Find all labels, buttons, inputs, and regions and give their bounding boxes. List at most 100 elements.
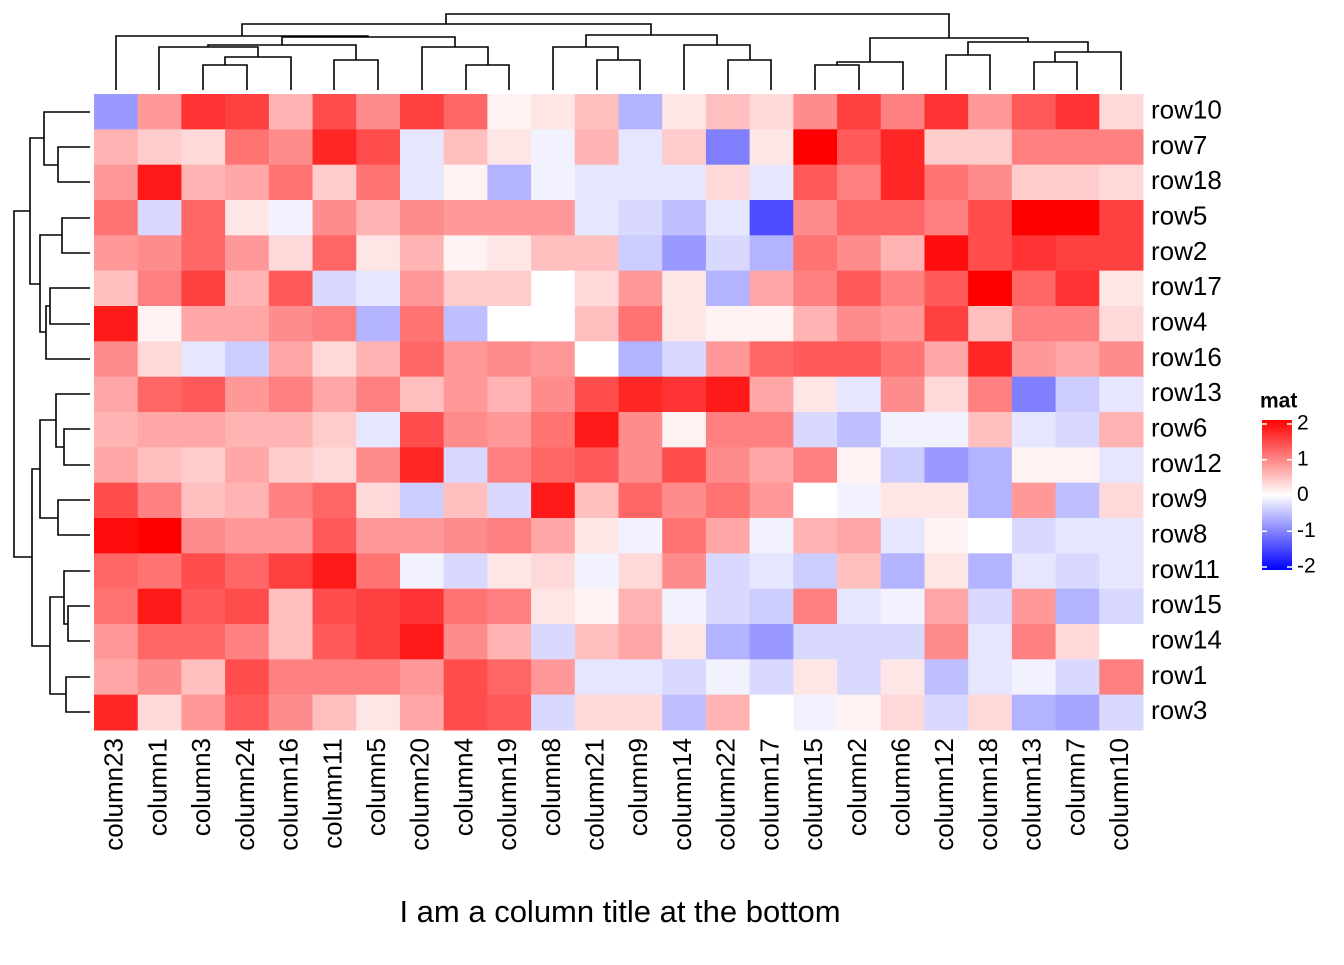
heatmap-cell bbox=[968, 235, 1013, 272]
heatmap-cell bbox=[94, 588, 139, 625]
heatmap-cell bbox=[487, 694, 532, 731]
heatmap-cell bbox=[749, 235, 794, 272]
row-dendrogram bbox=[13, 111, 90, 713]
heatmap-cell bbox=[924, 518, 969, 554]
heatmap-cell bbox=[618, 200, 663, 236]
heatmap-cell bbox=[312, 129, 357, 166]
heatmap-cell bbox=[487, 447, 532, 484]
heatmap-cell bbox=[705, 341, 751, 378]
heatmap-cell bbox=[574, 376, 619, 413]
row-label: row4 bbox=[1151, 307, 1207, 337]
heatmap-cell bbox=[880, 412, 925, 448]
heatmap-cell bbox=[268, 94, 314, 130]
heatmap-cell bbox=[705, 270, 751, 307]
column-label: column18 bbox=[973, 738, 1003, 851]
heatmap-cell bbox=[793, 659, 838, 696]
row-label: row3 bbox=[1151, 695, 1207, 725]
heatmap-cell bbox=[312, 447, 357, 484]
heatmap-cell bbox=[662, 694, 707, 731]
dendrogram-branch bbox=[421, 46, 489, 90]
heatmap-cell bbox=[1011, 94, 1057, 130]
heatmap-cell bbox=[793, 376, 838, 413]
row-label: row17 bbox=[1151, 271, 1222, 301]
heatmap-cell bbox=[749, 94, 794, 130]
heatmap-cell bbox=[94, 694, 139, 731]
column-label: column20 bbox=[405, 738, 435, 851]
heatmap-cell bbox=[181, 447, 226, 484]
dendrogram-branch bbox=[29, 137, 44, 285]
heatmap-cell bbox=[1011, 447, 1057, 484]
heatmap-cell bbox=[137, 94, 182, 130]
heatmap-cell bbox=[793, 482, 838, 519]
heatmap-cell bbox=[1055, 235, 1100, 272]
heatmap-cell bbox=[94, 518, 139, 554]
heatmap-cell bbox=[837, 553, 882, 590]
heatmap-cell bbox=[531, 235, 576, 272]
heatmap-cell bbox=[618, 94, 663, 130]
heatmap-cell bbox=[1055, 518, 1100, 554]
heatmap-cell bbox=[356, 412, 401, 448]
heatmap-cell bbox=[94, 624, 139, 660]
heatmap-cell bbox=[356, 341, 401, 378]
heatmap-cell bbox=[574, 129, 619, 166]
heatmap-cell bbox=[487, 376, 532, 413]
heatmap-cell bbox=[268, 341, 314, 378]
column-label: column8 bbox=[536, 738, 566, 836]
heatmap-cell bbox=[487, 518, 532, 554]
heatmap-cell bbox=[705, 164, 751, 201]
heatmap-cell bbox=[968, 694, 1013, 731]
heatmap-cell bbox=[268, 659, 314, 696]
heatmap-cell bbox=[1099, 694, 1144, 731]
heatmap-cell bbox=[1011, 235, 1057, 272]
dendrogram-branch bbox=[814, 64, 860, 90]
heatmap-cell bbox=[443, 694, 488, 731]
column-label: column3 bbox=[186, 738, 216, 836]
heatmap-cell bbox=[94, 235, 139, 272]
heatmap-cell bbox=[705, 235, 751, 272]
heatmap-cell bbox=[399, 200, 445, 236]
row-label: row13 bbox=[1151, 377, 1222, 407]
heatmap-cell bbox=[268, 518, 314, 554]
heatmap-cell bbox=[356, 270, 401, 307]
heatmap-cell bbox=[618, 235, 663, 272]
column-label: column13 bbox=[1017, 738, 1047, 851]
heatmap-cell bbox=[312, 270, 357, 307]
heatmap-cell bbox=[356, 447, 401, 484]
heatmap-cell bbox=[1011, 588, 1057, 625]
heatmap-cell bbox=[487, 306, 532, 342]
heatmap-cell bbox=[312, 164, 357, 201]
row-label: row10 bbox=[1151, 95, 1222, 125]
heatmap-cell bbox=[531, 412, 576, 448]
column-label: column15 bbox=[798, 738, 828, 851]
heatmap-cell bbox=[924, 94, 969, 130]
heatmap-cell bbox=[225, 129, 270, 166]
heatmap-cell bbox=[662, 200, 707, 236]
heatmap-cell bbox=[837, 94, 882, 130]
heatmap-cell bbox=[399, 518, 445, 554]
heatmap-cell bbox=[443, 164, 488, 201]
heatmap-cell bbox=[574, 482, 619, 519]
heatmap-cell bbox=[662, 129, 707, 166]
heatmap-cell bbox=[225, 306, 270, 342]
heatmap-cell bbox=[618, 164, 663, 201]
heatmap-cell bbox=[399, 553, 445, 590]
dendrogram-branch bbox=[333, 59, 379, 90]
heatmap-cell bbox=[880, 270, 925, 307]
heatmap-cell bbox=[399, 588, 445, 625]
heatmap-cell bbox=[268, 624, 314, 660]
heatmap-cell bbox=[924, 129, 969, 166]
heatmap-cell bbox=[749, 412, 794, 448]
dendrogram-branch bbox=[945, 54, 991, 90]
column-label: column11 bbox=[317, 738, 347, 849]
heatmap-cell bbox=[181, 624, 226, 660]
heatmap-cell bbox=[793, 270, 838, 307]
heatmap-cell bbox=[181, 270, 226, 307]
dendrogram-branch bbox=[39, 234, 62, 333]
heatmap-cell bbox=[225, 235, 270, 272]
heatmap-cell bbox=[268, 376, 314, 413]
heatmap-cell bbox=[705, 306, 751, 342]
heatmap-cell bbox=[443, 482, 488, 519]
heatmap-cell bbox=[94, 447, 139, 484]
heatmap-cell bbox=[268, 270, 314, 307]
heatmap-cell bbox=[1011, 376, 1057, 413]
